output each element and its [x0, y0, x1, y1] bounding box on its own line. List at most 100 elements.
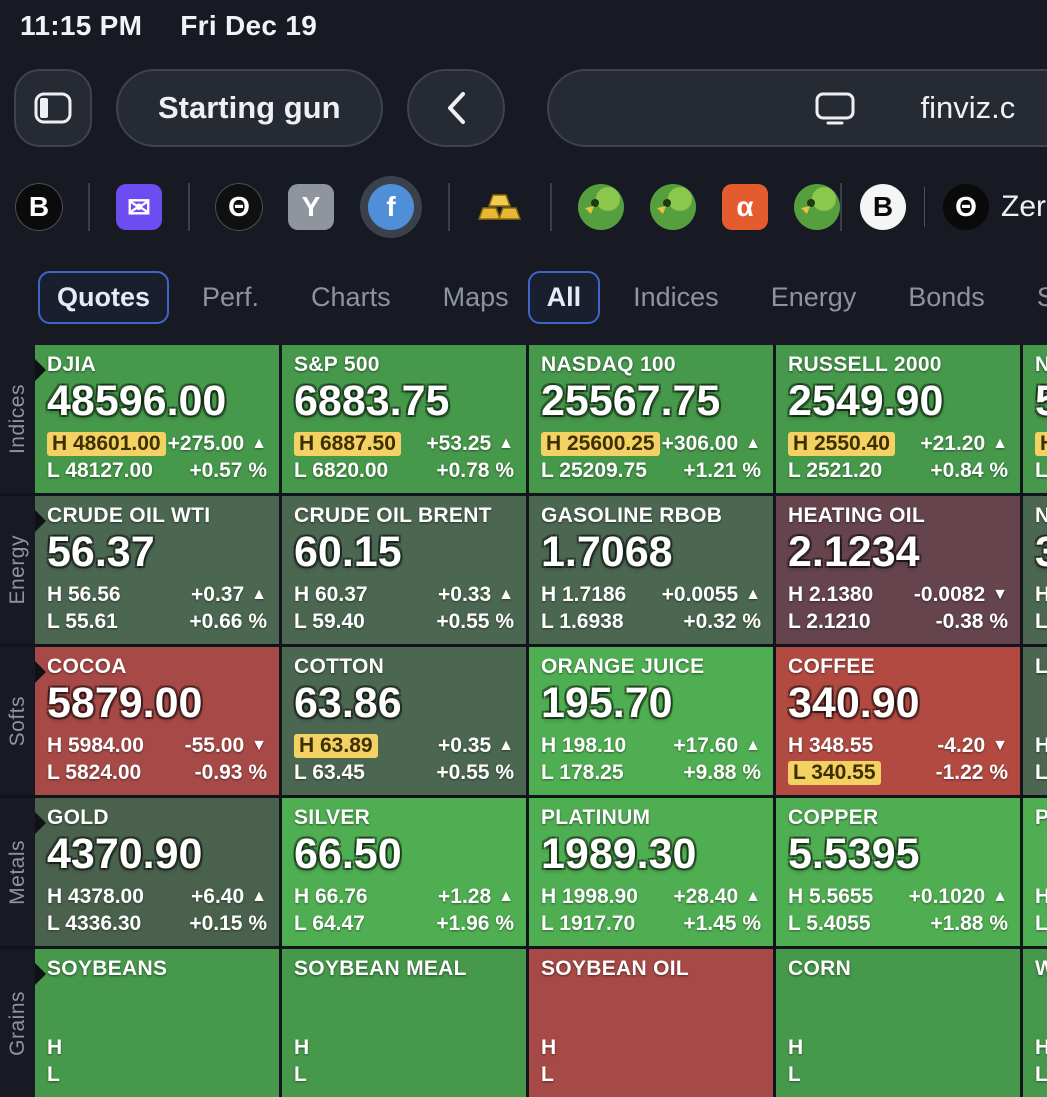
- ticker-name: COCOA: [47, 655, 127, 678]
- low-pct-line: L: [541, 1063, 761, 1087]
- favicon-b-white[interactable]: B: [860, 184, 906, 230]
- favicon-y[interactable]: Y: [288, 184, 334, 230]
- favicon-green-parrot-1[interactable]: [578, 184, 624, 230]
- ticker-name: COPPER: [788, 806, 879, 829]
- quote-tile-copper[interactable]: COPPER 5.5395 H 5.5655 +0.1020 ▲ L 5.405…: [776, 798, 1020, 946]
- favicon-f-selected[interactable]: f: [360, 176, 422, 238]
- tab-all[interactable]: All: [527, 271, 601, 324]
- ticker-name: NASDAQ 100: [541, 353, 676, 376]
- quote-tile-lu[interactable]: LU H L: [1023, 647, 1047, 795]
- change-value: +28.40 ▲: [673, 885, 761, 909]
- favicon-mail-icon: ✉: [116, 184, 162, 230]
- tab-perf[interactable]: Perf.: [202, 282, 260, 312]
- quote-tile-corn[interactable]: CORN H L: [776, 949, 1020, 1097]
- high-value: H 1998.90: [541, 885, 638, 908]
- ticker-name: P: [1035, 806, 1047, 829]
- tab-quotes[interactable]: Quotes: [38, 271, 170, 324]
- favicon-gold-bars[interactable]: [476, 190, 524, 224]
- ticker-price: 195.70: [541, 679, 673, 727]
- ticker-price: 340.90: [788, 679, 920, 727]
- low-pct-line: L 55.61 +0.66 %: [47, 610, 267, 634]
- tab-indices[interactable]: Indices: [633, 282, 719, 312]
- quote-tile-platinum[interactable]: PLATINUM 1989.30 H 1998.90 +28.40 ▲ L 19…: [529, 798, 773, 946]
- high-change-line: H 6887.50 +53.25 ▲: [294, 432, 514, 456]
- change-amount: -55.00: [184, 734, 245, 757]
- change-percent: +0.32 %: [683, 610, 761, 633]
- status-bar: 11:15 PM Fri Dec 19: [0, 0, 1047, 52]
- group-label: Softs: [5, 695, 29, 747]
- tiles-row: COCOA 5879.00 H 5984.00 -55.00 ▼ L 5824.…: [35, 647, 1047, 795]
- favorites-separator: [840, 183, 842, 231]
- low-value: L: [1035, 912, 1047, 935]
- quote-tile-soybean-oil[interactable]: SOYBEAN OIL H L: [529, 949, 773, 1097]
- quote-tile-silver[interactable]: SILVER 66.50 H 66.76 +1.28 ▲ L 64.47 +1.…: [282, 798, 526, 946]
- high-value: H 60.37: [294, 583, 368, 606]
- ticker-price: 2549.90: [788, 377, 944, 425]
- high-change-line: H 5984.00 -55.00 ▼: [47, 734, 267, 758]
- quote-tile-crude-oil-brent[interactable]: CRUDE OIL BRENT 60.15 H 60.37 +0.33 ▲ L …: [282, 496, 526, 644]
- low-value: L 1.6938: [541, 610, 624, 633]
- change-value: +0.37 ▲: [191, 583, 267, 607]
- quote-tile-n[interactable]: N 5 H L: [1023, 345, 1047, 493]
- quote-tile-w[interactable]: W H L: [1023, 949, 1047, 1097]
- low-value: L 48127.00: [47, 459, 153, 482]
- quote-tile-nasdaq-100[interactable]: NASDAQ 100 25567.75 H 25600.25 +306.00 ▲…: [529, 345, 773, 493]
- chevron-left-icon: [444, 90, 468, 126]
- change-percent: +9.88 %: [683, 761, 761, 784]
- favicon-mail[interactable]: ✉: [116, 184, 162, 230]
- quote-tile-crude-oil-wti[interactable]: CRUDE OIL WTI 56.37 H 56.56 +0.37 ▲ L 55…: [35, 496, 279, 644]
- quote-tile-djia[interactable]: DJIA 48596.00 H 48601.00 +275.00 ▲ L 481…: [35, 345, 279, 493]
- ticker-name: SOYBEAN OIL: [541, 957, 689, 980]
- quote-tile-orange-juice[interactable]: ORANGE JUICE 195.70 H 198.10 +17.60 ▲ L …: [529, 647, 773, 795]
- favicon-alpha[interactable]: α: [722, 184, 768, 230]
- high-change-line: H: [294, 1036, 514, 1060]
- favicon-green-parrot-2[interactable]: [650, 184, 696, 230]
- quote-tile-cotton[interactable]: COTTON 63.86 H 63.89 +0.35 ▲ L 63.45 +0.…: [282, 647, 526, 795]
- ticker-price: 25567.75: [541, 377, 721, 425]
- tab-softs[interactable]: Softs: [1036, 282, 1047, 312]
- high-value: H 6887.50: [294, 432, 401, 456]
- change-value: +0.35 ▲: [438, 734, 514, 758]
- quote-tile-s-p-500[interactable]: S&P 500 6883.75 H 6887.50 +53.25 ▲ L 682…: [282, 345, 526, 493]
- quote-tile-russell-2000[interactable]: RUSSELL 2000 2549.90 H 2550.40 +21.20 ▲ …: [776, 345, 1020, 493]
- sidebar-toggle-button[interactable]: [14, 69, 92, 147]
- quote-tile-gold[interactable]: GOLD 4370.90 H 4378.00 +6.40 ▲ L 4336.30…: [35, 798, 279, 946]
- ticker-price: 5: [1035, 377, 1047, 425]
- tab-bonds[interactable]: Bonds: [908, 282, 985, 312]
- change-percent: +0.66 %: [189, 610, 267, 633]
- quote-tile-heating-oil[interactable]: HEATING OIL 2.1234 H 2.1380 -0.0082 ▼ L …: [776, 496, 1020, 644]
- favicon-theta[interactable]: Θ: [216, 184, 262, 230]
- favorites-separator: [188, 183, 190, 231]
- favicon-green-parrot-3[interactable]: [794, 184, 840, 230]
- favicon-zerohedge[interactable]: Θ ZeroHedge: [943, 184, 1047, 230]
- quote-tile-gasoline-rbob[interactable]: GASOLINE RBOB 1.7068 H 1.7186 +0.0055 ▲ …: [529, 496, 773, 644]
- active-tab-pill[interactable]: Starting gun: [116, 69, 383, 147]
- quote-tile-p[interactable]: P H L: [1023, 798, 1047, 946]
- low-value: L: [541, 1063, 554, 1086]
- high-value: H 198.10: [541, 734, 627, 757]
- high-change-line: H 25600.25 +306.00 ▲: [541, 432, 761, 456]
- favicon-b-black[interactable]: B: [16, 184, 62, 230]
- low-pct-line: L 25209.75 +1.21 %: [541, 459, 761, 483]
- group-row-indices: Indices DJIA 48596.00 H 48601.00 +275.00…: [0, 345, 1047, 493]
- high-value: H: [294, 1036, 310, 1059]
- quote-tile-coffee[interactable]: COFFEE 340.90 H 348.55 -4.20 ▼ L 340.55 …: [776, 647, 1020, 795]
- change-amount: +21.20: [920, 432, 986, 455]
- low-value: L: [1035, 1063, 1047, 1086]
- favicon-f-selected-icon: f: [368, 184, 414, 230]
- tab-energy[interactable]: Energy: [770, 282, 857, 312]
- favicon-y-icon: Y: [288, 184, 334, 230]
- ticker-name: HEATING OIL: [788, 504, 926, 527]
- quote-tile-cocoa[interactable]: COCOA 5879.00 H 5984.00 -55.00 ▼ L 5824.…: [35, 647, 279, 795]
- quote-tile-soybeans[interactable]: SOYBEANS H L: [35, 949, 279, 1097]
- high-change-line: H 1.7186 +0.0055 ▲: [541, 583, 761, 607]
- tab-maps[interactable]: Maps: [442, 282, 509, 312]
- address-bar[interactable]: finviz.c: [546, 69, 1047, 147]
- quote-tile-soybean-meal[interactable]: SOYBEAN MEAL H L: [282, 949, 526, 1097]
- low-value: L: [294, 1063, 307, 1086]
- back-button[interactable]: [406, 69, 505, 147]
- change-amount: -0.0082: [913, 583, 986, 606]
- tab-charts[interactable]: Charts: [311, 282, 391, 312]
- quote-tile-n[interactable]: N 3 H L: [1023, 496, 1047, 644]
